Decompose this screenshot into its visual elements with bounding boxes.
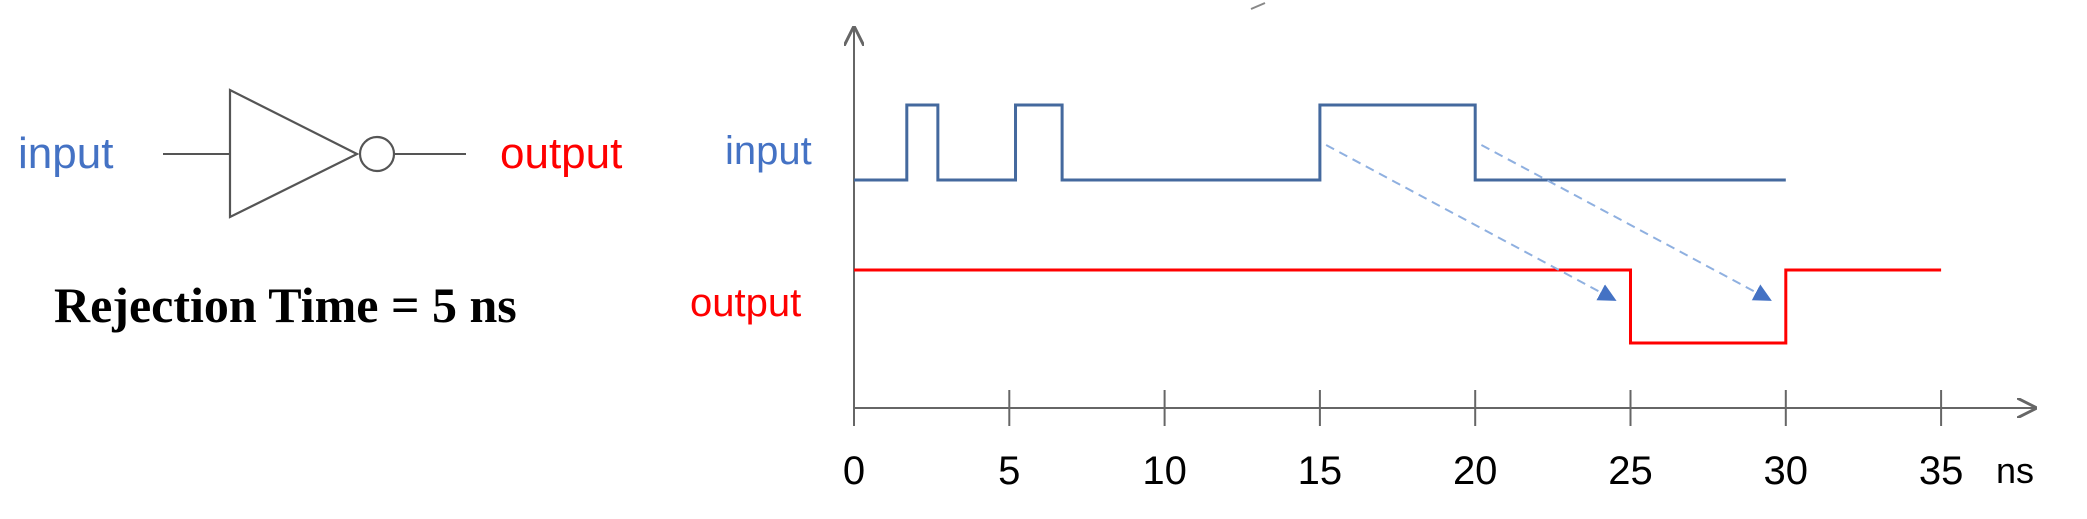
x-tick-label-5: 5: [998, 449, 1020, 493]
x-axis-tick-labels: 0 5 10 15 20 25 30 35: [843, 449, 1963, 493]
rejection-time-text: Rejection Time = 5 ns: [54, 277, 517, 333]
x-tick-label-20: 20: [1453, 449, 1498, 493]
delay-arrows: [1325, 144, 1772, 301]
output-waveform: [854, 268, 1942, 345]
x-tick-label-0: 0: [843, 449, 865, 493]
x-tick-label-15: 15: [1298, 449, 1343, 493]
inverter-gate: input output Rejection Time = 5 ns: [18, 88, 622, 333]
unit-label: ns: [1996, 450, 2034, 491]
input-waveform: [854, 103, 1786, 182]
gate-input-label: input: [18, 129, 113, 178]
timing-diagram: 0 5 10 15 20 25 30 35 ns input output: [690, 2, 2035, 493]
x-axis-ticks: [853, 390, 1943, 426]
x-tick-label-30: 30: [1764, 449, 1809, 493]
x-tick-label-10: 10: [1142, 449, 1187, 493]
inverter-triangle: [228, 88, 360, 219]
x-tick-label-35: 35: [1919, 449, 1964, 493]
gate-output-label: output: [500, 129, 622, 178]
delay-arrow-2: [1480, 144, 1772, 301]
x-tick-label-25: 25: [1608, 449, 1653, 493]
timing-output-label: output: [690, 281, 801, 325]
delay-arrow-1: [1325, 144, 1617, 301]
stray-mark: [1250, 2, 1266, 10]
timing-input-label: input: [725, 129, 812, 173]
inverter-bubble: [358, 135, 396, 173]
